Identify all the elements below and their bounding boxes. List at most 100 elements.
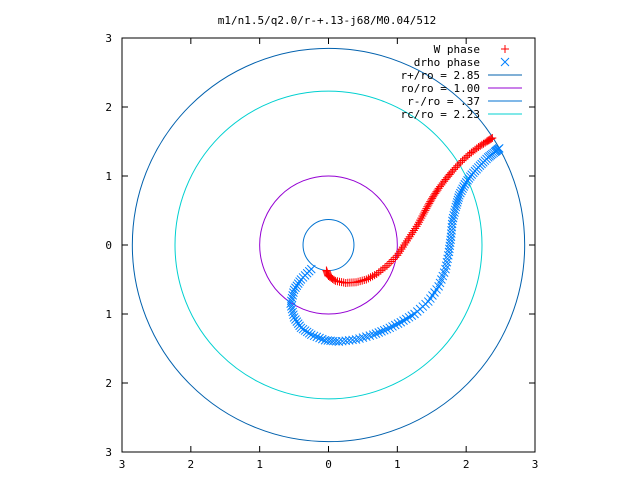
drho-phase-point <box>341 336 351 346</box>
drho-phase-point <box>454 190 464 200</box>
w-phase-point <box>391 253 400 262</box>
w-phase-point <box>364 274 373 283</box>
drho-phase-point <box>390 320 400 330</box>
w-phase-point <box>416 216 425 225</box>
w-phase-point <box>393 251 402 260</box>
x-tick-label: 3 <box>119 458 126 471</box>
drho-phase-point <box>374 328 384 337</box>
circle-ro-series <box>259 175 398 315</box>
drho-phase-point <box>456 188 465 198</box>
drho-phase-point <box>454 193 463 203</box>
w-phase-point <box>458 156 467 165</box>
drho-phase-point <box>452 200 461 210</box>
drho-phase-point <box>344 336 354 345</box>
drho-phase-point <box>351 335 361 344</box>
w-phase-point <box>415 218 424 227</box>
drho-phase-point <box>388 322 397 331</box>
w-phase-point <box>462 153 471 162</box>
drho-phase-point <box>368 330 378 340</box>
legend-label: drho phase <box>414 56 480 69</box>
w-phase-point <box>378 265 387 274</box>
phase-points <box>286 134 504 346</box>
y-tick-label: 2 <box>105 377 112 390</box>
legend-label: r+/ro = 2.85 <box>401 69 480 82</box>
x-tick-label: 3 <box>532 458 539 471</box>
w-phase-point <box>455 159 464 168</box>
w-phase-point <box>358 276 367 285</box>
drho-phase-point <box>286 302 296 311</box>
drho-phase-point <box>371 329 381 338</box>
w-phase-point <box>374 268 383 277</box>
w-phase-point <box>411 224 420 233</box>
w-phase-point <box>387 257 396 266</box>
drho-phase-point <box>441 264 450 274</box>
w-phase-point <box>432 187 441 196</box>
w-phase-point <box>354 277 363 286</box>
drho-phase-point <box>289 288 298 297</box>
w-phase-point <box>423 202 432 211</box>
drho-phase-point <box>393 319 403 329</box>
drho-phase-point <box>337 336 347 346</box>
drho-phase-point <box>443 254 452 264</box>
w-phase-point <box>412 222 421 231</box>
w-phase-point <box>420 208 429 217</box>
w-phase-point <box>402 236 411 245</box>
w-phase-point <box>370 271 379 280</box>
drho-phase-point <box>407 311 417 321</box>
drho-phase-point <box>434 282 443 291</box>
w-phase-point <box>404 234 413 243</box>
drho-phase-point <box>385 323 395 333</box>
chart-title: m1/n1.5/q2.0/r-+.13-j68/M0.04/512 <box>218 14 437 27</box>
legend-marker <box>500 57 510 67</box>
w-phase-point <box>380 263 389 272</box>
legend-label: W phase <box>434 43 480 56</box>
w-phase-point <box>398 243 407 252</box>
w-phase-point <box>352 278 361 287</box>
circle-r+-series <box>131 47 526 443</box>
y-tick-label: 0 <box>105 239 112 252</box>
w-phase-point <box>372 269 381 278</box>
drho-phase-point <box>379 325 389 335</box>
w-phase-point <box>408 228 417 237</box>
w-phase-point <box>330 275 339 284</box>
drho-phase-point <box>457 186 466 196</box>
drho-phase-point <box>315 333 324 343</box>
w-phase-point <box>394 249 403 258</box>
drho-phase-point <box>309 331 319 341</box>
w-phase-point <box>376 266 385 275</box>
w-phase-point <box>450 165 459 174</box>
w-phase-point <box>405 232 414 241</box>
w-phase-point <box>456 158 465 167</box>
w-phase-point <box>396 247 405 256</box>
drho-phase-point <box>437 275 446 284</box>
drho-phase-point <box>450 208 459 217</box>
w-phase-point <box>407 230 416 239</box>
w-phase-point <box>383 261 392 270</box>
legend-label: rc/ro = 2.23 <box>401 108 480 121</box>
w-phase-point <box>428 194 437 203</box>
drho-phase-point <box>401 314 411 324</box>
drho-phase-point <box>449 210 459 220</box>
drho-phase-point <box>288 307 298 317</box>
drho-phase-point <box>362 332 371 341</box>
drho-phase-point <box>289 310 298 320</box>
w-phase-point <box>421 206 430 215</box>
drho-phase-point <box>458 184 467 194</box>
drho-phase-point <box>355 334 364 343</box>
drho-phase-point <box>439 268 449 277</box>
legend-marker <box>501 45 509 53</box>
w-phase-point <box>426 197 435 206</box>
y-tick-label: 1 <box>105 308 112 321</box>
w-phase-point <box>400 241 409 249</box>
circle-rc-series <box>174 90 483 400</box>
drho-phase-point <box>452 198 462 207</box>
w-phase-point <box>362 275 371 284</box>
w-phase-point <box>424 200 433 209</box>
drho-phase-point <box>306 330 316 340</box>
x-tick-label: 0 <box>325 458 332 471</box>
x-tick-label: 2 <box>188 458 195 471</box>
w-phase-point <box>397 245 406 254</box>
y-tick-label: 2 <box>105 101 112 114</box>
